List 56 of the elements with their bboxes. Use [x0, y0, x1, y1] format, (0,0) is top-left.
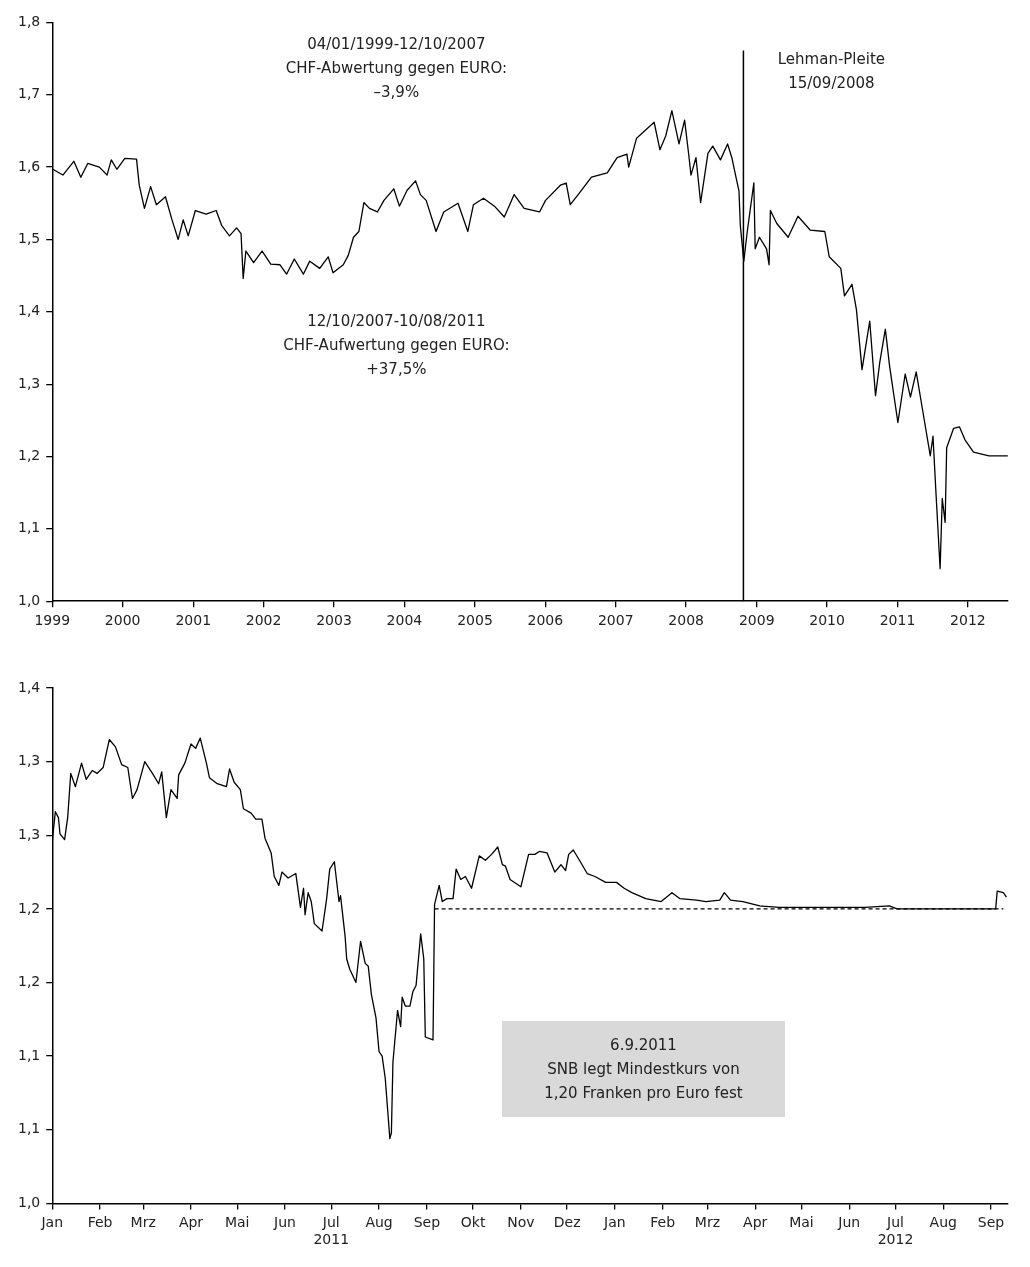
- x-tick-label: 1999: [34, 612, 71, 629]
- y-tick-label: 1,1: [18, 519, 41, 536]
- x-tick-label: Apr: [743, 1214, 768, 1231]
- x-tick-label: 2003: [316, 612, 352, 629]
- x-tick-label: 2012: [950, 612, 986, 629]
- annotation: 04/01/1999-12/10/2007 CHF-Abwertung gegen EURO: –3,9%: [285, 34, 508, 101]
- x-tick-label: Jan: [40, 1214, 64, 1231]
- x-tick-label: Feb: [650, 1214, 676, 1231]
- x-tick-label: Jan: [603, 1214, 626, 1231]
- x-tick-label: 2001: [175, 612, 212, 629]
- x-tick-label: Aug: [929, 1214, 957, 1231]
- x-tick-label: Mai: [224, 1214, 250, 1231]
- x-tick-label: Jun: [837, 1214, 861, 1231]
- x-tick-label: 2009: [738, 612, 775, 629]
- x-tick-label: Dez: [553, 1214, 581, 1231]
- y-tick-label: 1,0: [18, 1194, 41, 1211]
- x-tick-label: Jun: [273, 1214, 296, 1231]
- x-tick-label: Sep: [977, 1214, 1005, 1231]
- y-tick-label: 1,3: [18, 825, 41, 842]
- y-tick-label: 1,4: [18, 678, 41, 695]
- x-tick-label: 2002: [245, 612, 282, 629]
- x-tick-label: Nov: [507, 1214, 535, 1231]
- y-tick-label: 1,5: [18, 230, 41, 247]
- y-tick-label: 1,3: [18, 752, 41, 769]
- x-tick-label: 2007: [597, 612, 634, 629]
- y-tick-label: 1,6: [18, 157, 41, 174]
- x-tick-label: Aug: [365, 1214, 393, 1231]
- y-tick-label: 1,2: [18, 899, 41, 916]
- x-tick-label: Mrz: [694, 1214, 720, 1231]
- x-tick-label: Jul 2012: [877, 1214, 914, 1248]
- x-tick-label: Feb: [87, 1214, 113, 1231]
- x-tick-label: Mrz: [130, 1214, 156, 1231]
- x-tick-label: Okt: [460, 1214, 486, 1231]
- y-tick-label: 1,2: [18, 973, 41, 990]
- y-tick-label: 1,8: [18, 13, 41, 30]
- x-tick-label: Sep: [413, 1214, 441, 1231]
- x-tick-label: 2005: [457, 612, 493, 629]
- y-tick-label: 1,3: [18, 374, 41, 391]
- annotation: 12/10/2007-10/08/2011 CHF-Aufwertung gegen EURO: +37,5%: [283, 312, 510, 379]
- x-tick-label: 2010: [809, 612, 845, 629]
- y-tick-label: 1,1: [18, 1046, 41, 1063]
- y-tick-label: 1,2: [18, 447, 41, 464]
- x-tick-label: Apr: [178, 1214, 204, 1231]
- x-tick-label: 2008: [668, 612, 704, 629]
- y-tick-label: 1,1: [18, 1120, 41, 1137]
- note-box: 6.9.2011 SNB legt Mindestkurs von 1,20 Franken pro Euro fest: [502, 1021, 785, 1117]
- y-tick-label: 1,7: [18, 85, 41, 102]
- x-tick-label: 2000: [104, 612, 141, 629]
- x-tick-label: Jul 2011: [313, 1214, 350, 1248]
- y-tick-label: 1,0: [18, 591, 41, 608]
- y-tick-label: 1,4: [18, 302, 41, 319]
- ref-line-label: Lehman-Pleite 15/09/2008: [777, 50, 886, 93]
- x-tick-label: 2006: [527, 612, 564, 629]
- x-tick-label: 2004: [386, 612, 423, 629]
- x-tick-label: Mai: [789, 1214, 814, 1231]
- x-tick-label: 2011: [879, 612, 916, 629]
